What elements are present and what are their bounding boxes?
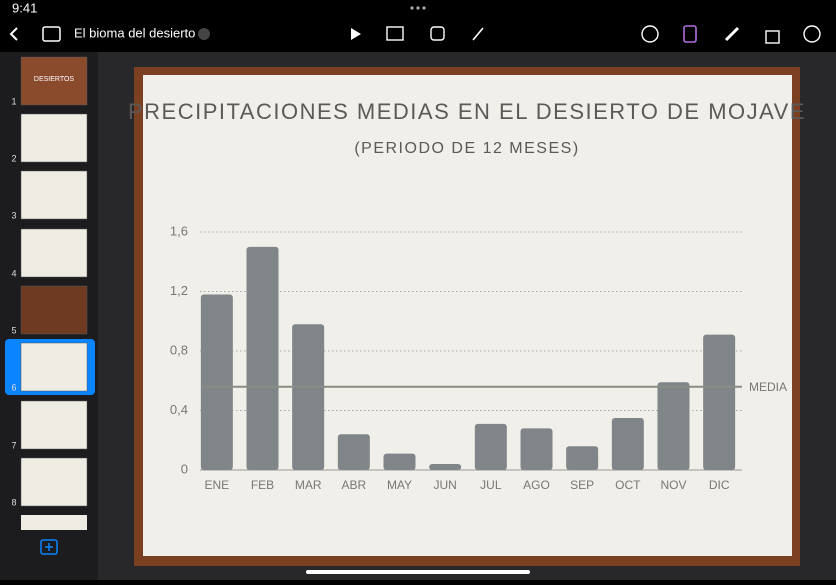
x-tick-label: ABR xyxy=(341,478,366,492)
x-tick-label: NOV xyxy=(660,478,686,492)
x-tick-label: FEB xyxy=(251,478,274,492)
x-tick-label: MAY xyxy=(387,478,412,492)
slide-thumbnail[interactable] xyxy=(20,457,88,507)
bar xyxy=(520,428,553,470)
home-indicator xyxy=(306,570,530,574)
x-tick-label: JUN xyxy=(433,478,456,492)
undo-button[interactable] xyxy=(641,25,659,43)
slide-number: 8 xyxy=(11,497,16,507)
add-slide-button[interactable] xyxy=(40,539,58,555)
slide-number: 3 xyxy=(11,210,16,220)
bar xyxy=(292,324,325,470)
slide-thumbnail[interactable] xyxy=(20,285,88,335)
x-tick-label: DIC xyxy=(709,478,730,492)
bar xyxy=(657,382,690,470)
thumbnails: 1 2 3 4 5 6 7 8 DESIERTOS xyxy=(11,56,88,530)
slide-thumbnail[interactable] xyxy=(20,56,88,106)
bar xyxy=(703,334,736,470)
slide-number: 7 xyxy=(11,440,16,450)
bar xyxy=(246,246,279,470)
x-tick-label: AGO xyxy=(523,478,550,492)
share-button[interactable] xyxy=(765,30,780,44)
thumbnail-title: DESIERTOS xyxy=(34,76,75,83)
multitask-dots xyxy=(410,6,426,10)
bar xyxy=(474,423,507,470)
back-button[interactable] xyxy=(9,27,18,41)
slide-number: 2 xyxy=(11,153,16,163)
slide-thumbnail[interactable] xyxy=(20,170,88,220)
table-button[interactable] xyxy=(386,26,404,41)
slide-thumbnail[interactable] xyxy=(20,228,88,278)
slide-thumbnail[interactable] xyxy=(20,342,88,392)
play-button[interactable] xyxy=(351,28,361,40)
more-button[interactable] xyxy=(803,25,821,43)
sidebar-button[interactable] xyxy=(42,26,61,42)
status-time: 9:41 xyxy=(12,0,37,15)
attach-button[interactable] xyxy=(472,27,484,41)
y-tick-label: 1,2 xyxy=(170,283,188,298)
add-slide-plus xyxy=(45,543,53,551)
y-tick-label: 0,4 xyxy=(170,402,188,417)
x-tick-label: MAR xyxy=(295,478,322,492)
y-tick-label: 0,8 xyxy=(170,342,188,357)
slide-number: 4 xyxy=(11,268,16,278)
x-tick-label: JUL xyxy=(480,478,502,492)
bar xyxy=(200,294,233,470)
title-menu[interactable] xyxy=(198,28,210,40)
bar xyxy=(611,417,644,470)
shapes-button[interactable] xyxy=(430,26,445,41)
y-tick-label: 0 xyxy=(181,461,188,476)
slide-thumbnail[interactable] xyxy=(21,515,87,530)
x-tick-label: ENE xyxy=(204,478,229,492)
slide-number: 5 xyxy=(11,325,16,335)
chart-title: PRECIPITACIONES MEDIAS EN EL DESIERTO DE… xyxy=(128,99,806,124)
y-tick-label: 1,6 xyxy=(170,223,188,238)
brush-button[interactable] xyxy=(724,26,740,42)
bar xyxy=(383,453,416,470)
reference-label: MEDIA xyxy=(749,380,787,394)
bar xyxy=(429,464,462,470)
bar xyxy=(566,446,599,470)
x-tick-label: OCT xyxy=(615,478,641,492)
chart-subtitle: (PERIODO DE 12 MESES) xyxy=(354,140,579,157)
slide-thumbnail[interactable] xyxy=(20,113,88,163)
slide-thumbnail[interactable] xyxy=(20,400,88,450)
bar xyxy=(337,434,370,470)
slide-number: 1 xyxy=(11,96,16,106)
document-title[interactable]: El bioma del desierto xyxy=(74,25,195,40)
slide-number: 6 xyxy=(11,382,16,392)
format-button[interactable] xyxy=(683,25,697,43)
plot: 0 0,4 0,8 1,2 1,6 ENE FEB MAR ABR MAY JUN JUL AGO SEP… xyxy=(170,223,787,492)
x-tick-label: SEP xyxy=(570,478,594,492)
